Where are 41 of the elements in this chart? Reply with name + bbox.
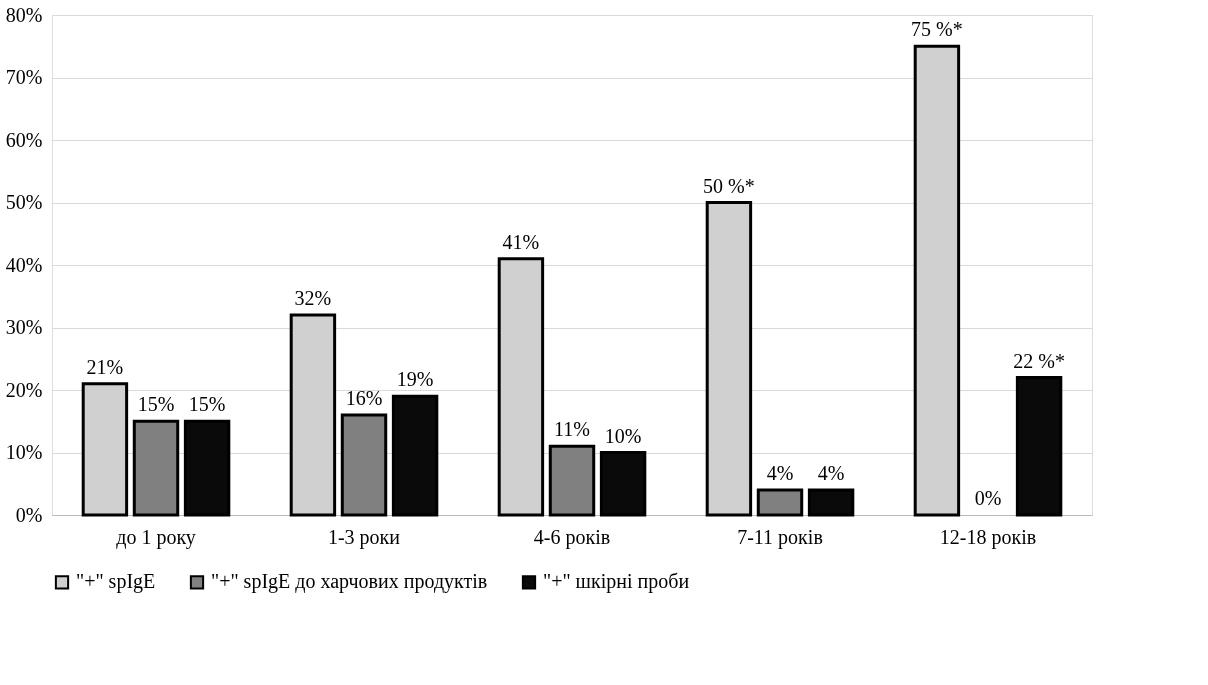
data-label: 15%: [137, 393, 175, 416]
data-label: 15%: [188, 393, 226, 416]
legend-label: "+" spIgE: [76, 570, 156, 594]
data-label: 41%: [502, 230, 540, 253]
legend-label: "+" spIgE до харчових продуктів: [211, 570, 488, 594]
data-label: 11%: [554, 418, 590, 441]
data-label: 22 %*: [1013, 349, 1065, 372]
bar: [756, 488, 804, 517]
bar: [132, 419, 180, 517]
x-tick-label: 4-6 років: [533, 525, 611, 549]
data-label: 4%: [766, 462, 794, 484]
bar: [340, 413, 388, 517]
data-label: 21%: [86, 355, 124, 378]
y-tick-label: 80%: [5, 3, 43, 26]
bar: [1015, 376, 1063, 517]
data-label: 50 %*: [703, 174, 755, 197]
data-label: 4%: [817, 462, 845, 484]
x-tick-label: 12-18 років: [939, 525, 1037, 549]
data-label: 10%: [604, 424, 642, 447]
data-label: 75 %*: [911, 18, 963, 41]
x-tick-label: 1-3 роки: [327, 525, 401, 549]
y-tick-label: 50%: [5, 191, 43, 213]
bar: [391, 394, 439, 517]
y-tick-label: 70%: [5, 66, 43, 88]
x-tick-label: до 1 року: [116, 525, 196, 549]
bar: [183, 419, 231, 517]
data-label: 19%: [396, 368, 434, 391]
y-tick-label: 0%: [15, 503, 43, 526]
legend-label: "+" шкірні проби: [543, 570, 690, 594]
y-tick-label: 30%: [5, 316, 43, 338]
x-tick-label: 7-11 років: [737, 525, 823, 549]
y-tick-label: 40%: [5, 253, 43, 276]
y-tick-label: 60%: [5, 128, 43, 151]
data-label: 16%: [345, 387, 383, 409]
data-label: 32%: [294, 287, 332, 309]
bar: [599, 451, 647, 517]
bar: [548, 444, 596, 517]
data-label: 0%: [974, 487, 1002, 509]
y-tick-label: 10%: [5, 441, 43, 463]
bar: [807, 488, 855, 517]
y-tick-label: 20%: [5, 378, 43, 401]
